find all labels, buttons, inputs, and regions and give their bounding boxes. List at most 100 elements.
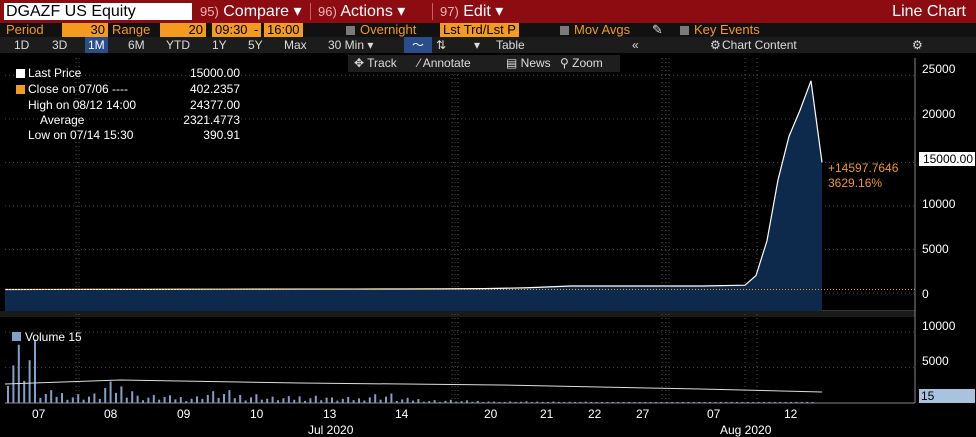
volume-bar bbox=[266, 398, 269, 403]
tf-1m[interactable]: 1M bbox=[85, 37, 108, 53]
compare-menu[interactable]: 95) Compare ▾ bbox=[200, 3, 302, 20]
volume-bar bbox=[244, 400, 247, 403]
volume-bar bbox=[250, 397, 252, 403]
tf-1d[interactable]: 1D bbox=[14, 38, 30, 52]
legend-average[interactable]: Average 2321.4773 bbox=[40, 113, 240, 127]
volume-bar bbox=[795, 402, 798, 403]
volume-bar bbox=[206, 394, 209, 403]
pencil-icon[interactable]: ✎ bbox=[652, 22, 663, 37]
collapse-icon[interactable]: « bbox=[632, 38, 639, 52]
volume-bar bbox=[768, 402, 771, 403]
volume-bar bbox=[638, 402, 641, 403]
volume-bar bbox=[790, 402, 792, 403]
volume-bar bbox=[379, 399, 382, 403]
x-label: 10 bbox=[250, 407, 264, 421]
menu-divider bbox=[310, 3, 311, 20]
volume-bar bbox=[217, 397, 220, 403]
lst-trd-field[interactable]: Lst Trd/Lst P bbox=[440, 23, 519, 37]
volume-bar bbox=[185, 401, 188, 403]
volume-bar bbox=[730, 402, 733, 403]
x-label: 09 bbox=[177, 407, 191, 421]
news-tool[interactable]: ▤ News bbox=[506, 56, 551, 70]
y-tick-25000: 25000 bbox=[922, 62, 956, 76]
volume-bar bbox=[741, 402, 744, 403]
volume-bar bbox=[163, 397, 166, 403]
period-field[interactable]: 30 bbox=[62, 23, 108, 37]
volume-bar bbox=[7, 386, 9, 403]
overnight-checkbox[interactable] bbox=[346, 26, 355, 35]
tf-ytd[interactable]: YTD bbox=[166, 38, 190, 52]
change-annotation: +14597.7646 3629.16% bbox=[828, 161, 898, 191]
tf-5y[interactable]: 5Y bbox=[248, 38, 263, 52]
volume-bar bbox=[557, 402, 560, 403]
volume-bar bbox=[23, 380, 26, 403]
volume-bar bbox=[471, 401, 474, 403]
time-to-field[interactable]: 16:00 bbox=[264, 23, 303, 37]
volume-legend[interactable]: Volume 15 bbox=[12, 330, 82, 344]
legend-low[interactable]: Low on 07/14 15:30 390.91 bbox=[28, 128, 240, 142]
volume-bar bbox=[525, 401, 528, 403]
volume-bar bbox=[363, 400, 366, 403]
table-button[interactable]: Table bbox=[496, 38, 525, 52]
edit-menu[interactable]: 97) Edit ▾ bbox=[440, 3, 504, 20]
x-label: 27 bbox=[636, 407, 650, 421]
volume-bar bbox=[655, 402, 657, 403]
volume-bar bbox=[719, 402, 722, 403]
volume-bar bbox=[347, 397, 350, 403]
volume-bar bbox=[757, 402, 760, 403]
volume-bar bbox=[39, 397, 42, 403]
month-label: Aug 2020 bbox=[720, 423, 772, 437]
volume-bar bbox=[449, 399, 452, 403]
volume-bar bbox=[287, 396, 290, 403]
track-tool[interactable]: ✥ Track bbox=[354, 56, 397, 70]
volume-bar bbox=[493, 401, 495, 403]
dropdown-icon[interactable]: ▾ bbox=[474, 38, 481, 52]
zoom-tool[interactable]: ⚲ Zoom bbox=[560, 56, 603, 70]
volume-bar bbox=[514, 402, 517, 403]
volume-bar bbox=[212, 391, 215, 403]
ticker-field[interactable]: DGAZF US Equity bbox=[4, 3, 192, 20]
bar-type-icon[interactable]: ⇅ bbox=[436, 38, 447, 52]
volume-bar bbox=[44, 394, 47, 403]
legend-high[interactable]: High on 08/12 14:00 24377.00 bbox=[28, 98, 240, 112]
tf-3d[interactable]: 3D bbox=[52, 38, 68, 52]
mov-avgs-checkbox[interactable] bbox=[560, 26, 569, 35]
legend-last-price[interactable]: Last Price 15000.00 bbox=[12, 66, 240, 81]
volume-bar bbox=[298, 396, 301, 403]
change-pct: 3629.16% bbox=[828, 176, 883, 190]
volume-bar bbox=[503, 401, 506, 403]
tf-6m[interactable]: 6M bbox=[128, 38, 145, 52]
legend-swatch bbox=[16, 69, 25, 78]
volume-bar bbox=[61, 393, 63, 403]
volume-bar bbox=[606, 402, 609, 403]
volume-bar bbox=[125, 397, 128, 403]
timeframe-bar: 1D 3D 1M 6M YTD 1Y 5Y Max 30 Min ▾ 〜 ⇅ ▾… bbox=[0, 37, 976, 53]
volume-bar bbox=[88, 396, 90, 403]
actions-menu[interactable]: 96) Actions ▾ bbox=[318, 3, 406, 20]
x-label: 22 bbox=[588, 407, 602, 421]
volume-bar bbox=[709, 402, 711, 403]
key-events-checkbox[interactable] bbox=[680, 26, 689, 35]
chart-content-label[interactable]: Chart Content bbox=[722, 38, 797, 52]
volume-bar bbox=[563, 402, 566, 403]
line-chart-icon[interactable]: 〜 bbox=[404, 37, 432, 53]
time-from-field[interactable]: 09:30 bbox=[212, 23, 251, 37]
volume-bar bbox=[682, 402, 684, 403]
volume-bar bbox=[698, 402, 701, 403]
volume-bar bbox=[725, 402, 728, 403]
volume-bar bbox=[314, 395, 317, 403]
legend-close[interactable]: Close on 07/06 ---- 402.2357 bbox=[12, 82, 240, 97]
tf-max[interactable]: Max bbox=[284, 38, 307, 52]
settings-bar: Period 30 Range 20 09:30 - 16:00 Overnig… bbox=[0, 23, 976, 37]
volume-bar bbox=[109, 381, 112, 403]
volume-bar bbox=[174, 399, 177, 403]
volume-bar bbox=[352, 400, 355, 403]
volume-bar bbox=[509, 401, 512, 403]
annotate-tool[interactable]: ⁄ Annotate bbox=[418, 56, 471, 70]
range-field[interactable]: 20 bbox=[160, 23, 206, 37]
volume-bar bbox=[676, 402, 679, 403]
tf-1y[interactable]: 1Y bbox=[212, 38, 227, 52]
interval-select[interactable]: 30 Min ▾ bbox=[328, 38, 374, 52]
x-label: 14 bbox=[395, 407, 409, 421]
settings-icon[interactable]: ⚙ bbox=[912, 38, 923, 52]
